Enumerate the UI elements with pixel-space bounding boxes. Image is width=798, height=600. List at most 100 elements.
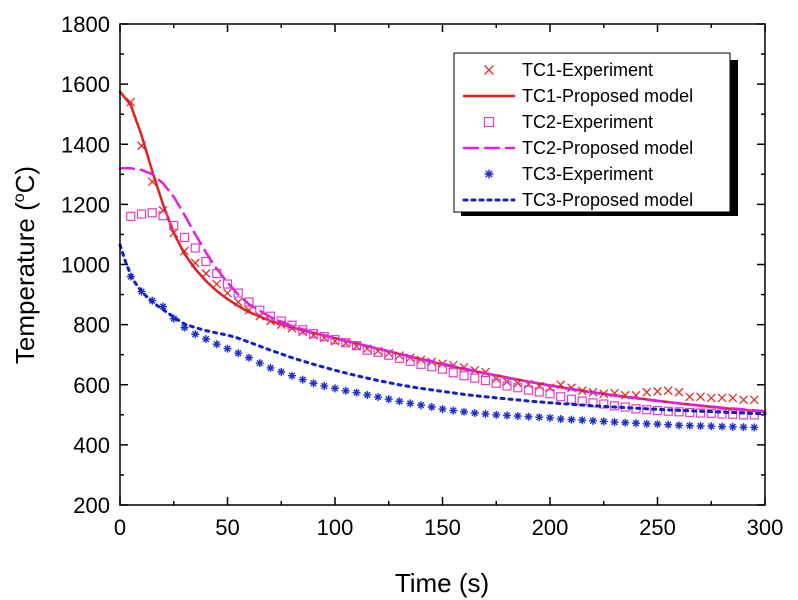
- asterisk-marker: [578, 416, 587, 425]
- asterisk-marker: [363, 390, 372, 399]
- asterisk-marker: [484, 169, 494, 179]
- square-marker: [470, 373, 480, 383]
- plot-series: [118, 90, 767, 432]
- asterisk-marker: [277, 367, 286, 376]
- series-4: [118, 167, 767, 413]
- asterisk-marker: [642, 419, 651, 428]
- asterisk-marker: [298, 375, 307, 384]
- asterisk-marker: [438, 405, 447, 414]
- x-tick-label: 0: [114, 515, 126, 540]
- series-3: [126, 208, 759, 420]
- asterisk-marker: [556, 415, 565, 424]
- square-marker: [566, 394, 577, 404]
- legend-entry: TC3-Proposed model: [462, 190, 693, 210]
- y-tick-label: 1000: [61, 253, 110, 278]
- legend-entry: TC3-Experiment: [484, 164, 653, 184]
- legend-label: TC3-Proposed model: [522, 190, 693, 210]
- legend-box: [453, 52, 731, 213]
- asterisk-marker: [341, 386, 350, 395]
- asterisk-marker: [589, 416, 597, 425]
- square-marker: [717, 409, 727, 419]
- square-marker: [308, 329, 319, 339]
- asterisk-marker: [288, 371, 296, 380]
- square-marker: [169, 220, 179, 231]
- legend-entry: TC1-Experiment: [484, 60, 653, 80]
- y-tick-label: 400: [73, 433, 110, 458]
- square-marker: [373, 347, 383, 357]
- square-marker: [179, 232, 190, 243]
- square-marker: [728, 409, 738, 419]
- square-marker: [437, 364, 448, 374]
- square-marker: [523, 385, 534, 395]
- y-tick-label: 1400: [61, 132, 110, 157]
- square-marker: [233, 288, 243, 298]
- square-marker: [459, 371, 469, 381]
- y-tick-label: 800: [73, 313, 110, 338]
- asterisk-marker: [653, 420, 662, 429]
- square-marker: [265, 311, 276, 321]
- square-marker: [147, 208, 157, 218]
- asterisk-marker: [696, 421, 705, 430]
- asterisk-marker: [685, 421, 694, 430]
- asterisk-marker: [266, 363, 275, 372]
- x-marker: [663, 386, 673, 396]
- square-marker: [158, 211, 168, 221]
- plot-frame: [119, 23, 766, 506]
- asterisk-marker: [427, 402, 436, 411]
- square-marker: [599, 399, 609, 409]
- x-marker: [728, 393, 738, 403]
- y-tick-label: 600: [73, 373, 110, 398]
- square-marker: [674, 407, 684, 417]
- asterisk-marker: [223, 344, 232, 353]
- square-marker: [695, 408, 706, 418]
- square-marker: [556, 392, 566, 402]
- asterisk-marker: [309, 379, 318, 388]
- asterisk-marker: [245, 353, 253, 362]
- x-tick-label: 250: [639, 515, 676, 540]
- x-tick-label: 150: [424, 515, 461, 540]
- asterisk-marker: [331, 384, 339, 393]
- y-tick-label: 1800: [61, 12, 110, 37]
- asterisk-marker: [675, 421, 683, 430]
- legend-entry: TC2-Proposed model: [462, 138, 693, 158]
- asterisk-marker: [417, 401, 425, 410]
- square-marker: [534, 387, 544, 397]
- x-tick-label: 50: [215, 515, 239, 540]
- asterisk-marker: [610, 418, 619, 427]
- square-marker: [416, 359, 426, 369]
- legend-entry: TC2-Experiment: [483, 112, 653, 132]
- x-marker: [685, 392, 695, 402]
- asterisk-marker: [320, 381, 329, 390]
- asterisk-marker: [395, 397, 404, 406]
- asterisk-marker: [352, 388, 361, 397]
- square-marker: [136, 209, 147, 219]
- asterisk-marker: [707, 422, 716, 431]
- x-marker: [706, 393, 716, 403]
- x-marker: [674, 387, 684, 397]
- square-marker: [738, 410, 749, 420]
- legend: TC1-Experiment TC1-Proposed model TC2-Expe…: [453, 52, 738, 216]
- square-marker: [502, 381, 512, 391]
- x-marker: [749, 395, 759, 405]
- series-line: [118, 243, 767, 416]
- legend-entry: TC1-Proposed model: [462, 86, 693, 106]
- square-marker: [255, 305, 265, 315]
- asterisk-marker: [535, 413, 544, 422]
- asterisk-marker: [234, 349, 243, 358]
- y-tick-label: 1600: [61, 72, 110, 97]
- x-tick-label: 200: [532, 515, 569, 540]
- square-marker: [480, 375, 491, 386]
- asterisk-marker: [513, 412, 522, 421]
- asterisk-marker: [159, 302, 167, 311]
- x-marker: [484, 65, 494, 75]
- square-marker: [190, 243, 200, 253]
- legend-label: TC3-Experiment: [522, 164, 653, 184]
- asterisk-marker: [202, 335, 210, 344]
- x-marker: [696, 392, 705, 402]
- square-marker: [427, 362, 437, 372]
- asterisk-marker: [212, 340, 221, 349]
- asterisk-marker: [503, 411, 511, 420]
- x-marker: [653, 386, 662, 396]
- x-marker: [739, 395, 748, 405]
